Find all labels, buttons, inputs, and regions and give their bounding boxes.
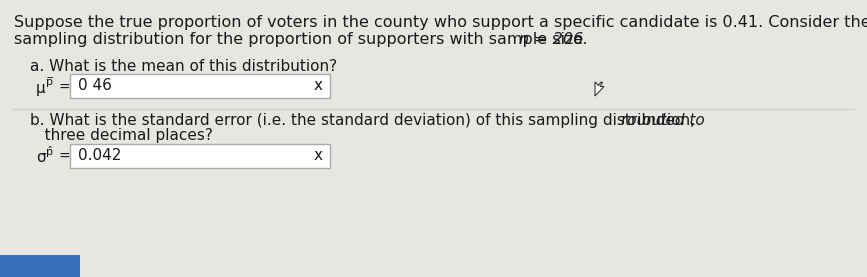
- Text: rounded to: rounded to: [621, 113, 705, 128]
- Bar: [70, 144, 330, 168]
- Text: 0 46: 0 46: [78, 78, 112, 94]
- Text: =: =: [58, 150, 69, 164]
- Text: x: x: [314, 78, 323, 94]
- Bar: [70, 74, 330, 98]
- Bar: [0, 255, 80, 277]
- Text: sampling distribution for the proportion of supporters with sample size: sampling distribution for the proportion…: [14, 32, 589, 47]
- Text: σ: σ: [36, 150, 46, 165]
- Text: three decimal places?: three decimal places?: [30, 128, 213, 143]
- Text: μ: μ: [36, 81, 46, 96]
- Polygon shape: [595, 82, 604, 96]
- Text: n = 206.: n = 206.: [519, 32, 588, 47]
- Text: Suppose the true proportion of voters in the county who support a specific candi: Suppose the true proportion of voters in…: [14, 15, 867, 30]
- Text: b. What is the standard error (i.e. the standard deviation) of this sampling dis: b. What is the standard error (i.e. the …: [30, 113, 700, 128]
- Text: =: =: [58, 81, 69, 95]
- Text: p̅: p̅: [46, 77, 53, 87]
- Text: x: x: [314, 148, 323, 163]
- Text: 0.042: 0.042: [78, 148, 121, 163]
- Text: p̂: p̂: [46, 146, 53, 157]
- Text: a. What is the mean of this distribution?: a. What is the mean of this distribution…: [30, 59, 337, 74]
